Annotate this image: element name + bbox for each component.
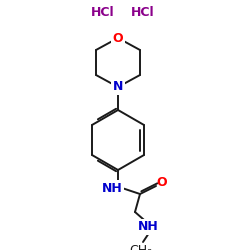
Text: NH: NH xyxy=(102,182,122,194)
Text: O: O xyxy=(113,32,123,44)
Text: CH₃: CH₃ xyxy=(130,244,152,250)
Text: N: N xyxy=(113,80,123,94)
Text: HCl: HCl xyxy=(131,6,155,20)
Text: HCl: HCl xyxy=(91,6,115,20)
Text: O: O xyxy=(157,176,167,188)
Text: NH: NH xyxy=(138,220,158,234)
